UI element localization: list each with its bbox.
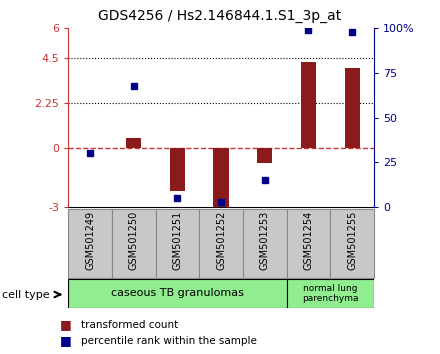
- Bar: [68, 279, 286, 308]
- Bar: [286, 209, 330, 278]
- Bar: [112, 209, 156, 278]
- Text: GSM501255: GSM501255: [347, 211, 357, 270]
- Bar: [257, 148, 272, 164]
- Text: GSM501249: GSM501249: [85, 211, 95, 270]
- Bar: [330, 209, 374, 278]
- Text: GSM501254: GSM501254: [304, 211, 313, 270]
- Bar: [199, 209, 243, 278]
- Bar: [213, 148, 229, 213]
- Text: caseous TB granulomas: caseous TB granulomas: [111, 289, 244, 298]
- Text: GSM501251: GSM501251: [172, 211, 183, 270]
- Text: GSM501252: GSM501252: [216, 211, 226, 270]
- Text: cell type: cell type: [2, 290, 50, 299]
- Text: ■: ■: [59, 319, 71, 331]
- Text: GSM501250: GSM501250: [129, 211, 139, 270]
- Bar: [156, 209, 199, 278]
- Bar: [126, 138, 141, 148]
- Text: ■: ■: [59, 334, 71, 347]
- Text: GSM501253: GSM501253: [260, 211, 270, 270]
- Bar: [68, 209, 112, 278]
- Bar: [345, 68, 360, 148]
- Text: GDS4256 / Hs2.146844.1.S1_3p_at: GDS4256 / Hs2.146844.1.S1_3p_at: [99, 9, 341, 23]
- Text: transformed count: transformed count: [81, 320, 179, 330]
- Bar: [170, 148, 185, 191]
- Text: percentile rank within the sample: percentile rank within the sample: [81, 336, 257, 346]
- Bar: [243, 209, 286, 278]
- Bar: [301, 62, 316, 148]
- Bar: [286, 279, 374, 308]
- Text: normal lung
parenchyma: normal lung parenchyma: [302, 284, 359, 303]
